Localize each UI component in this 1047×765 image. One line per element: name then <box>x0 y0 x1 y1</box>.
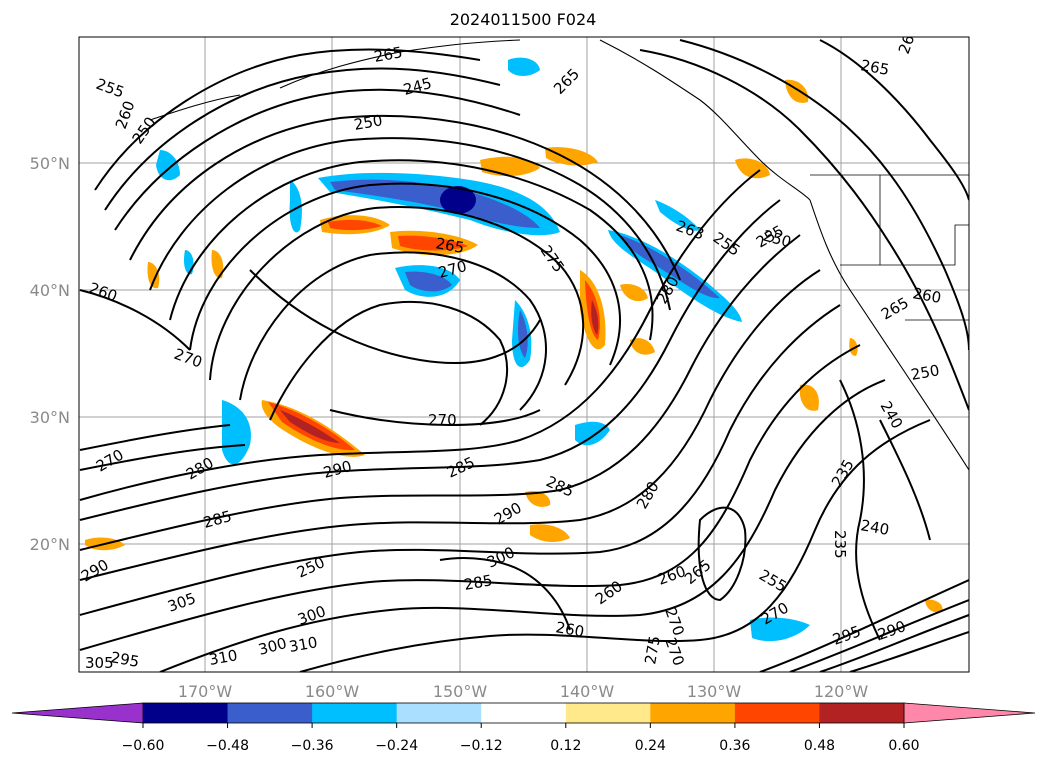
map-title: 2024011500 F024 <box>450 10 597 29</box>
lon-label-170w: 170°W <box>178 682 233 701</box>
negative-shading <box>156 57 810 642</box>
colorbar-tick-label: 0.36 <box>719 738 750 754</box>
colorbar-extend-low <box>12 703 143 723</box>
colorbar-segment <box>819 703 905 723</box>
colorbar-segment <box>143 703 229 723</box>
contour-label: 265 <box>859 56 890 79</box>
positive-shading <box>85 79 943 613</box>
contour-label: 310 <box>288 633 319 656</box>
colorbar-outline <box>142 702 905 724</box>
colorbar-tick-label: −0.48 <box>206 738 249 754</box>
colorbar-tick-label: −0.36 <box>291 738 334 754</box>
contour-label: 250 <box>353 111 384 134</box>
colorbar-tick-label: −0.12 <box>460 738 503 754</box>
contour-label: 310 <box>208 646 239 669</box>
contour-label: 260 <box>554 618 585 641</box>
colorbar-tick-label: −0.24 <box>375 738 418 754</box>
lon-label-120w: 120°W <box>814 682 869 701</box>
colorbar-extend-high <box>904 703 1035 723</box>
lat-label-20n: 20°N <box>30 535 70 554</box>
map-frame <box>78 36 970 673</box>
contour-label: 235 <box>831 530 849 559</box>
colorbar-tick-label: 0.48 <box>804 738 835 754</box>
colorbar: −0.60 −0.48 −0.36 −0.24 −0.12 0.12 0.24 0.36 0.4… <box>11 702 1036 754</box>
colorbar-tick-label: 0.24 <box>635 738 666 754</box>
colorbar-segment <box>312 703 398 723</box>
colorbar-segment <box>227 703 313 723</box>
lon-label-140w: 140°W <box>560 682 615 701</box>
colorbar-tick-label: 0.60 <box>888 738 919 754</box>
colorbar-segment <box>565 703 651 723</box>
lat-label-50n: 50°N <box>30 154 70 173</box>
lon-label-130w: 130°W <box>687 682 742 701</box>
coastlines <box>149 39 969 471</box>
contour-label: 275 <box>641 634 664 665</box>
lat-label-40n: 40°N <box>30 281 70 300</box>
contour-label: 265 <box>434 234 465 257</box>
contour-label: 240 <box>859 516 890 539</box>
latitude-axis: 50°N 40°N 30°N 20°N <box>30 154 70 554</box>
height-contours <box>79 39 969 672</box>
contour-label: 265 <box>373 43 404 66</box>
lon-label-150w: 150°W <box>433 682 488 701</box>
colorbar-segment <box>396 703 482 723</box>
contour-label: 305 <box>85 654 114 672</box>
colorbar-segment <box>734 703 820 723</box>
contour-label: 295 <box>109 648 140 671</box>
colorbar-outline-right <box>903 702 1036 724</box>
map-area: 255 260 265 245 250 265 255 260 265 250 … <box>79 37 969 672</box>
contour-label: 285 <box>463 571 494 594</box>
colorbar-tick-label: −0.60 <box>122 738 165 754</box>
lat-label-30n: 30°N <box>30 408 70 427</box>
contour-label: 250 <box>910 361 941 384</box>
longitude-axis: 170°W 160°W 150°W 140°W 130°W 120°W <box>178 682 869 701</box>
colorbar-outline-left <box>11 702 144 724</box>
contour-label: 270 <box>428 411 457 429</box>
colorbar-tick-label: 0.12 <box>550 738 581 754</box>
lon-label-160w: 160°W <box>305 682 360 701</box>
colorbar-segment <box>650 703 736 723</box>
colorbar-segment <box>481 703 567 723</box>
contour-label: 260 <box>911 284 942 307</box>
